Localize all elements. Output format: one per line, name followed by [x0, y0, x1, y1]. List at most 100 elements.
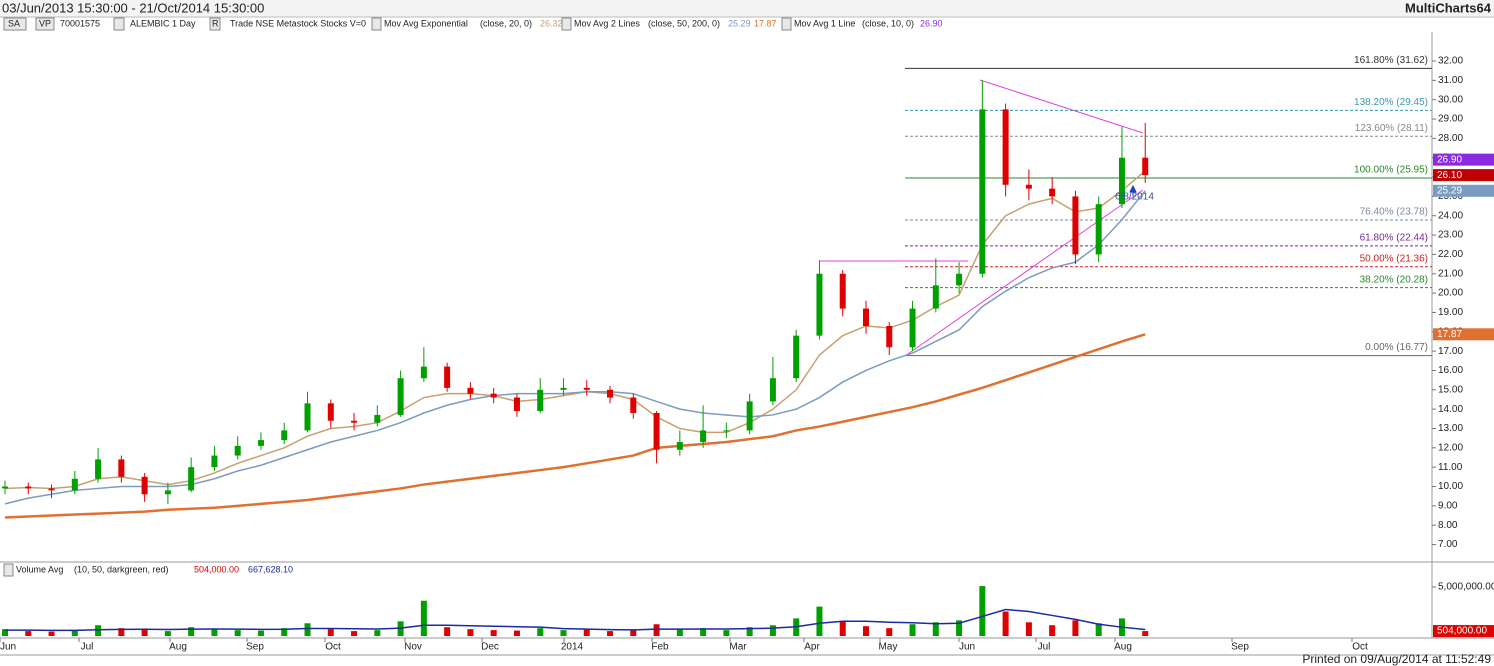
volume-bar: [164, 631, 171, 636]
volume-bar: [1072, 620, 1079, 636]
date-range: 03/Jun/2013 15:30:00 - 21/Oct/2014 15:30…: [2, 0, 264, 15]
y-tick-label: 17.00: [1438, 346, 1463, 357]
volume-bar: [211, 629, 218, 636]
button-box: [3, 17, 27, 31]
y-tick-label: 19.00: [1438, 307, 1463, 318]
volume-bar: [909, 624, 916, 636]
study-value: 667,628.10: [248, 564, 293, 574]
price-marker-label: 26.10: [1437, 170, 1462, 181]
price-marker: [1433, 328, 1494, 341]
button-box: [561, 17, 572, 31]
volume-bar: [327, 629, 334, 636]
volume-bar: [420, 600, 427, 636]
study-name: Volume Avg: [16, 564, 63, 574]
candle-body: [1095, 204, 1102, 255]
y-tick-label: 28.00: [1438, 133, 1463, 144]
study-name: Mov Avg 1 Line: [794, 18, 855, 28]
y-tick-label: 10.00: [1438, 481, 1463, 492]
volume-bar: [374, 630, 381, 636]
y-tick-label: 30.00: [1438, 94, 1463, 105]
study-params: (close, 50, 200, 0): [648, 18, 720, 28]
volume-bar: [188, 627, 195, 636]
y-tick-label: 32.00: [1438, 56, 1463, 67]
candle-body: [71, 478, 78, 491]
study-value: 17.87: [754, 18, 777, 28]
y-tick-label: 29.00: [1438, 114, 1463, 125]
candle-body: [2, 486, 8, 489]
y-tick-label: 11.00: [1438, 462, 1463, 473]
volume-bar: [281, 628, 288, 636]
candle-body: [490, 393, 497, 398]
candle-body: [932, 285, 939, 309]
volume-bar: [257, 630, 264, 636]
candle-body: [304, 403, 311, 431]
x-tick-label: Dec: [481, 642, 499, 653]
volume-bar: [607, 631, 614, 636]
candle-body: [25, 486, 32, 489]
candle-body: [48, 488, 55, 491]
volume-bar: [886, 628, 893, 636]
volume-bar: [467, 629, 474, 636]
study-params: (10, 50, darkgreen, red): [74, 564, 169, 574]
x-tick-label: Aug: [169, 642, 187, 653]
data-feed: Trade NSE Metastock Stocks V=0: [230, 18, 366, 28]
price-marker-label: 25.29: [1437, 185, 1462, 196]
volume-bar: [351, 631, 358, 636]
candle-body: [653, 413, 660, 450]
volume-bar: [141, 629, 148, 636]
button-box: [113, 17, 125, 31]
button-box: [371, 17, 382, 31]
trendline: [979, 79, 1144, 134]
candle-body: [793, 335, 800, 379]
candle-body: [816, 273, 823, 336]
moving-average: [4, 190, 1146, 505]
candle-body: [420, 366, 427, 379]
volume-bar: [769, 625, 776, 636]
trendline: [904, 189, 1144, 357]
x-tick-label: Oct: [1352, 642, 1368, 653]
candle-body: [909, 308, 916, 348]
candle-body: [769, 378, 776, 402]
app-name: MultiCharts64: [1405, 0, 1492, 15]
study-value: 25.29: [728, 18, 751, 28]
moving-average: [4, 333, 1146, 519]
volume-bar: [71, 630, 78, 636]
instrument-id: 70001575: [60, 18, 100, 28]
toolbar-button: R: [212, 18, 219, 28]
study-params: (close, 20, 0): [480, 18, 532, 28]
candle-body: [467, 387, 474, 394]
volume-bar: [862, 626, 869, 636]
x-tick-label: 2014: [561, 642, 584, 653]
x-tick-label: Sep: [1231, 642, 1249, 653]
study-name: Mov Avg 2 Lines: [574, 18, 640, 28]
study-value: 26.90: [920, 18, 943, 28]
volume-bar: [537, 628, 544, 636]
volume-bar: [1095, 623, 1102, 636]
volume-bar: [1049, 625, 1056, 636]
fib-label: 76.40% (23.78): [1360, 207, 1428, 218]
fib-label: 123.60% (28.11): [1355, 123, 1428, 134]
candle-body: [164, 490, 171, 495]
x-tick-label: Mar: [729, 642, 747, 653]
candle-body: [700, 430, 707, 443]
volume-bar: [979, 586, 986, 636]
candle-body: [1142, 157, 1149, 176]
price-marker: [1433, 153, 1494, 166]
candle-body: [513, 397, 520, 412]
candle-body: [281, 430, 288, 441]
volume-bar: [839, 621, 846, 636]
x-tick-label: Oct: [325, 642, 341, 653]
volume-bar: [490, 630, 497, 636]
volume-bar: [676, 629, 683, 636]
symbol: ALEMBIC 1 Day: [130, 18, 196, 28]
price-plot: [2, 67, 1432, 519]
fib-label: 38.20% (20.28): [1360, 274, 1428, 285]
moving-average: [4, 170, 1146, 490]
candle-body: [374, 414, 381, 423]
candle-body: [1002, 109, 1009, 185]
candle-body: [723, 430, 730, 432]
volume-bar: [48, 631, 55, 636]
volume-bar: [444, 627, 451, 636]
fib-label: 0.00% (16.77): [1365, 342, 1428, 353]
x-tick-label: Jul: [81, 642, 94, 653]
